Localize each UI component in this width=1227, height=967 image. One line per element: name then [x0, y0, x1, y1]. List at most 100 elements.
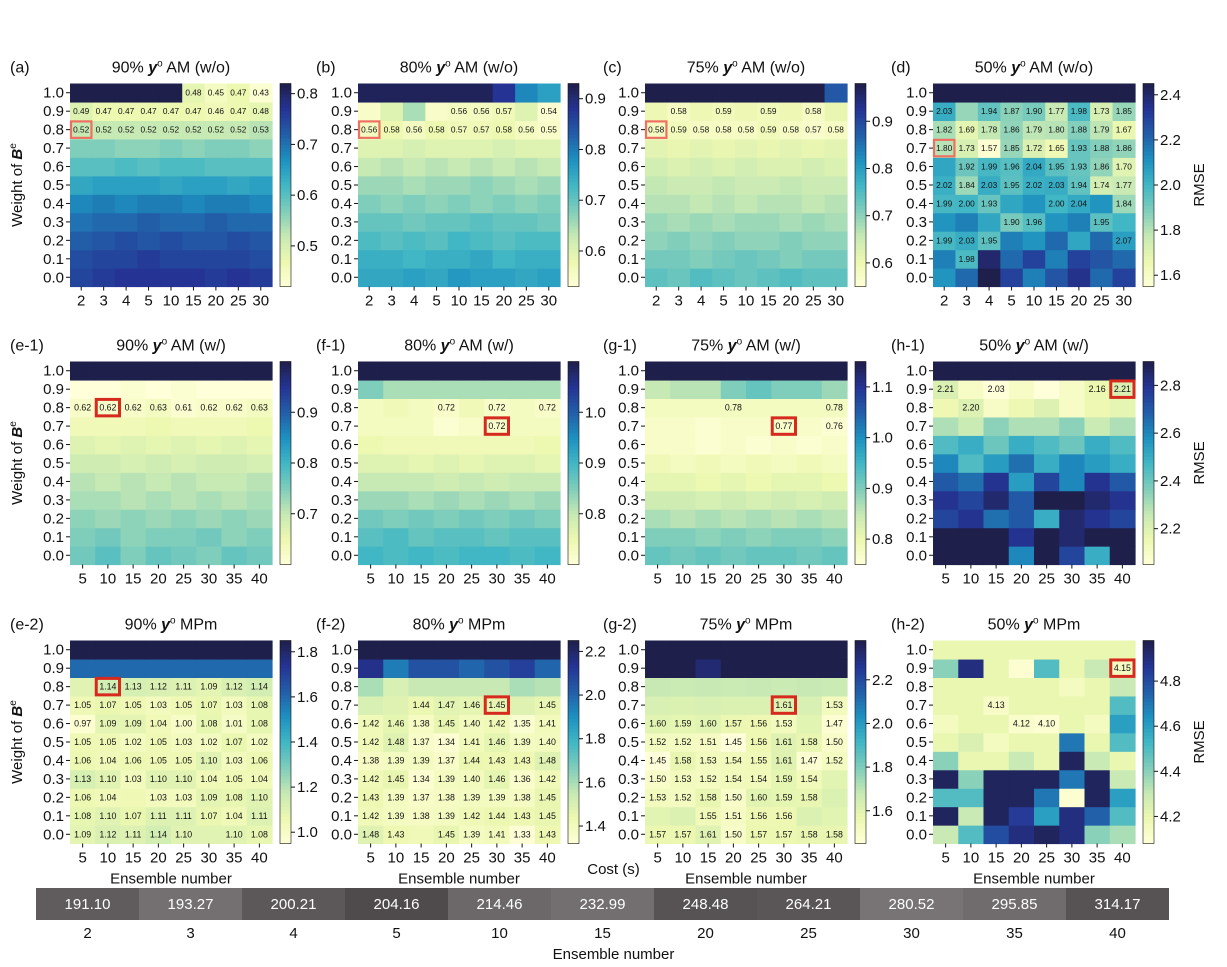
- y-tick-label: 0.8: [43, 400, 64, 417]
- heatmap-cell: [695, 361, 722, 381]
- heatmap-cell: [1084, 490, 1111, 510]
- heatmap-cell: [1059, 640, 1086, 660]
- cell-value-label: 1.67: [1116, 125, 1133, 135]
- heatmap-cell: [645, 138, 669, 158]
- heatmap-cell: [1109, 695, 1136, 715]
- x-axis-label: Ensemble number: [110, 871, 232, 888]
- heatmap-cell: [1109, 732, 1136, 752]
- heatmap-cell: [196, 769, 223, 789]
- heatmap-cell: [645, 751, 671, 771]
- cost-cell: 200.21: [242, 888, 345, 920]
- heatmap-cell: [933, 472, 959, 492]
- y-tick-label: 0.8: [618, 122, 639, 139]
- heatmap-cell: [933, 490, 959, 510]
- heatmap-cell: [433, 640, 460, 660]
- colorbar-segment: [855, 147, 866, 152]
- heatmap-cell: [1034, 416, 1060, 436]
- heatmap-cell: [221, 453, 248, 473]
- colorbar-segment: [855, 245, 866, 250]
- colorbar-segment: [280, 779, 291, 784]
- colorbar-segment: [280, 755, 291, 760]
- heatmap-cell: [933, 398, 959, 418]
- heatmap-cell: [771, 714, 798, 734]
- colorbar-segment: [855, 755, 866, 760]
- cell-value-label: 1.48: [539, 755, 556, 765]
- colorbar-segment: [855, 718, 866, 723]
- heatmap-cell: [402, 231, 426, 251]
- heatmap-cell: [70, 175, 94, 195]
- x-tick-label: 3: [962, 293, 970, 310]
- colorbar-segment: [1143, 371, 1154, 376]
- colorbar-segment: [855, 513, 866, 518]
- cell-value-label: 1.10: [175, 774, 192, 784]
- colorbar-segment: [855, 748, 866, 753]
- heatmap-cell: [958, 509, 985, 529]
- colorbar-segment: [280, 185, 291, 189]
- colorbar-segment: [855, 228, 866, 233]
- heatmap-cell: [221, 714, 248, 734]
- heatmap-cell: [534, 732, 561, 752]
- cell-value-label: 0.58: [671, 106, 688, 116]
- heatmap-cell: [1084, 416, 1111, 436]
- y-tick-label: 0.0: [331, 547, 352, 564]
- heatmap-cell: [670, 658, 697, 678]
- heatmap-cell: [645, 732, 671, 752]
- colorbar-segment: [280, 198, 291, 203]
- heatmap-cell: [380, 101, 404, 121]
- heatmap-cell: [70, 361, 96, 381]
- heatmap-cell: [358, 677, 384, 697]
- y-tick-label: 0.1: [331, 529, 352, 546]
- y-tick-label: 0.9: [618, 660, 639, 677]
- heatmap-cell: [120, 714, 147, 734]
- heatmap-cell: [383, 527, 410, 547]
- cell-value-label: 0.57: [496, 106, 513, 116]
- cell-value-label: 1.44: [488, 811, 505, 821]
- heatmap-cell: [1067, 175, 1091, 195]
- colorbar-segment: [1143, 198, 1154, 203]
- colorbar-segment: [1143, 242, 1154, 247]
- y-axis-label: Weight of Be: [8, 143, 26, 227]
- y-axis-label: Weight of Be: [8, 421, 26, 505]
- heatmap-cell: [933, 509, 959, 529]
- colorbar-segment: [568, 459, 579, 464]
- colorbar-segment: [568, 823, 579, 828]
- colorbar-segment: [568, 208, 579, 213]
- colorbar-segment: [855, 654, 866, 659]
- colorbar-tick-label: 1.0: [872, 430, 893, 447]
- heatmap-cell: [667, 212, 691, 232]
- colorbar-segment: [855, 796, 866, 801]
- colorbar-segment: [280, 435, 291, 440]
- cost-tick-label: 4: [289, 925, 298, 942]
- heatmap-cell: [408, 509, 435, 529]
- heatmap-cell: [470, 157, 494, 177]
- heatmap-cell: [120, 769, 147, 789]
- cell-value-label: 0.52: [163, 125, 180, 135]
- heatmap-cell: [484, 453, 511, 473]
- colorbar-segment: [1143, 385, 1154, 390]
- colorbar-segment: [1143, 130, 1154, 135]
- heatmap-cell: [492, 101, 516, 121]
- colorbar-segment: [1143, 368, 1154, 373]
- cell-value-label: 1.51: [725, 811, 742, 821]
- heatmap-cell: [695, 695, 722, 715]
- x-tick-label: 35: [514, 850, 531, 867]
- colorbar-segment: [855, 503, 866, 508]
- y-tick-label: 0.6: [331, 159, 352, 176]
- heatmap-cell: [95, 806, 122, 826]
- heatmap-cell: [645, 83, 669, 103]
- colorbar-segment: [1143, 161, 1154, 166]
- cell-value-label: 1.57: [649, 829, 666, 839]
- heatmap-cell: [470, 249, 494, 269]
- cell-value-label: 1.05: [175, 700, 192, 710]
- cost-tick-label: 15: [594, 925, 611, 942]
- heatmap-cell: [645, 157, 669, 177]
- heatmap-cell: [459, 435, 485, 455]
- cell-value-label: 1.58: [826, 829, 843, 839]
- colorbar-segment: [568, 547, 579, 552]
- heatmap-cell: [821, 490, 848, 510]
- heatmap-cell: [821, 398, 848, 418]
- colorbar-segment: [280, 381, 291, 386]
- heatmap-cell: [983, 825, 1010, 845]
- heatmap-cell: [358, 157, 382, 177]
- colorbar-segment: [1143, 513, 1154, 518]
